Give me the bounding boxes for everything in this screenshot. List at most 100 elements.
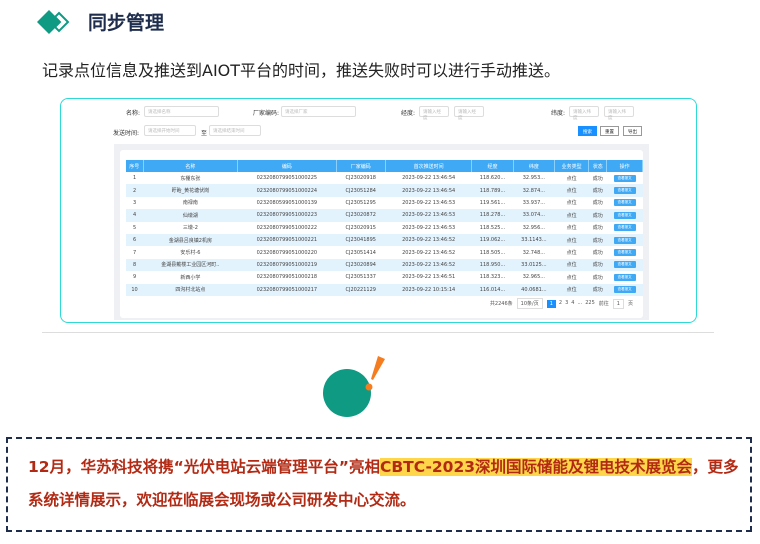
table-cell: CJ20221129 — [336, 283, 386, 296]
view-message-button[interactable]: 查看报文 — [613, 261, 636, 269]
table-cell: 33.937... — [522, 199, 546, 206]
table-cell: 118.323... — [479, 274, 506, 281]
page-button[interactable]: ... — [577, 299, 583, 306]
table-cell: 2023-09-22 13:46:53 — [402, 224, 456, 231]
note-text: 12月，华苏科技将携“光伏电站云端管理平台”亮相 — [28, 458, 380, 476]
table-cell: 查看报文 — [606, 209, 643, 222]
table-cell: 119.062... — [471, 233, 514, 247]
table-cell: CJ23051284 — [336, 184, 386, 197]
table-cell: 0232080799051000221 — [237, 233, 336, 247]
column-header: 编码 — [237, 160, 337, 172]
table-cell: 33.1143... — [513, 233, 555, 247]
table-cell: 金湖县吕良镇2机房 — [143, 233, 238, 247]
view-message-button[interactable]: 查看报文 — [613, 273, 636, 281]
lat-max-input[interactable]: 请输入纬度 — [604, 106, 634, 121]
column-header: 序号 — [126, 160, 144, 172]
search-button[interactable]: 搜索 — [578, 126, 597, 136]
table-cell: 成功 — [592, 175, 603, 182]
view-message-button[interactable]: 查看报文 — [613, 174, 636, 182]
table-cell: 点位 — [554, 184, 589, 197]
vendor-select[interactable]: 请选择厂家 — [281, 106, 356, 117]
export-button[interactable]: 导出 — [623, 126, 642, 136]
time-start-input[interactable]: 请选择开始时间 — [144, 125, 196, 136]
table-cell: 2023-09-22 13:46:51 — [402, 274, 456, 281]
table-cell: CJ23041895 — [336, 233, 386, 247]
table-row: 6 金湖县吕良镇2机房 0232080799051000221 CJ23041895 2… — [126, 233, 643, 247]
table-cell: 5 — [132, 224, 137, 231]
table-cell: 118.525... — [479, 224, 506, 231]
name-select[interactable]: 请选择名称 — [144, 106, 219, 117]
table-cell: 32.956... — [522, 224, 546, 231]
page-button[interactable]: 225 — [585, 299, 595, 306]
page-button[interactable]: 4 — [571, 299, 575, 306]
lat-min-input[interactable]: 请输入纬度 — [569, 106, 599, 121]
table-cell: 成功 — [592, 200, 603, 207]
page-button[interactable]: 1 — [546, 299, 556, 308]
lng-max-input[interactable]: 请输入经度 — [454, 106, 484, 121]
table-cell: CJ23020894 — [336, 258, 386, 272]
time-end-input[interactable]: 请选择结束时间 — [209, 125, 261, 136]
column-header: 首次推送时间 — [385, 160, 473, 172]
table-cell: 查看报文 — [607, 172, 643, 184]
table-cell: 3 — [132, 199, 137, 206]
view-message-button[interactable]: 查看报文 — [613, 249, 636, 257]
table-cell: 点位 — [554, 283, 589, 296]
table-cell: CJ23020872 — [336, 209, 386, 222]
table-cell: 成功 — [588, 233, 607, 247]
table-cell: 查看报文 — [606, 283, 643, 296]
table-cell: 三墩-2 — [182, 225, 198, 232]
table-cell: 32.965... — [522, 274, 546, 281]
page-button[interactable]: 2 — [558, 299, 563, 306]
table-cell: 119.561... — [479, 199, 506, 206]
table-cell: 33.074... — [513, 209, 555, 222]
screenshot-frame: 名称: 请选择名称 厂家编码: 请选择厂家 经度: 请输入经度 请输入经度 纬度… — [60, 98, 697, 323]
view-message-button[interactable]: 查看报文 — [613, 236, 636, 244]
table-row: 5 三墩-2 0232080799051000222 CJ23020915 2023-0… — [126, 222, 643, 234]
table-cell: 0232080799051000217 — [237, 283, 336, 296]
view-message-button[interactable]: 查看报文 — [613, 211, 636, 219]
page-button[interactable]: 3 — [565, 299, 569, 306]
table-row: 1 东棚东张 0232080799051000225 CJ23020918 2023-0… — [126, 172, 643, 184]
lng-min-input[interactable]: 请输入经度 — [419, 106, 449, 121]
table-cell: 盱眙_黄花塘伏岗 — [143, 184, 238, 197]
table-cell: 成功 — [592, 274, 603, 281]
page-size-select[interactable]: 10条/页 — [516, 298, 543, 309]
table-cell: 10 — [126, 283, 144, 296]
table-cell: 32.874... — [513, 184, 555, 197]
table-cell: 点位 — [554, 209, 589, 222]
diamond-logo-icon — [37, 9, 70, 34]
goto-label: 前往 — [598, 301, 609, 307]
table-cell: 118.620... — [479, 175, 506, 182]
table-cell: 2023-09-22 13:46:52 — [385, 233, 472, 247]
table-cell: 安乐村-6 — [180, 250, 201, 257]
table-cell: 118.505... — [479, 249, 506, 256]
table-cell: 金湖县戴楼工业园区河町.. — [143, 258, 238, 272]
reset-button[interactable]: 重置 — [600, 126, 619, 136]
to-label: 至 — [201, 130, 208, 137]
section-title: 同步管理 — [88, 12, 165, 34]
goto-input[interactable]: 1 — [612, 298, 624, 309]
column-header: 业务类型 — [554, 160, 590, 172]
view-message-button[interactable]: 查看报文 — [613, 286, 636, 294]
table-row: 7 安乐村-6 0232080799051000220 CJ23051414 2023-… — [126, 246, 643, 258]
table-cell: 2023-09-22 13:46:53 — [402, 199, 456, 206]
table-cell: 四沟村北站点 — [143, 283, 238, 296]
column-header: 厂家编码 — [336, 160, 386, 172]
table-cell: 6 — [126, 233, 144, 247]
view-message-button[interactable]: 查看报文 — [613, 187, 636, 195]
table-cell: 成功 — [588, 283, 607, 296]
table-cell: 点位 — [554, 233, 589, 247]
table-cell: 查看报文 — [606, 184, 643, 197]
table-cell: 116.014... — [471, 283, 514, 296]
table-cell: 32.953... — [522, 175, 546, 182]
table-cell: 0232080599051000139 — [256, 199, 318, 206]
table-cell: 东棚东张 — [180, 175, 201, 182]
table-cell: 查看报文 — [607, 222, 643, 234]
section-subtitle: 记录点位信息及推送到AIOT平台的时间，推送失败时可以进行手动推送。 — [42, 61, 561, 80]
lng-label: 经度: — [401, 110, 416, 117]
table-cell: 0232080799051000220 — [256, 249, 318, 256]
view-message-button[interactable]: 查看报文 — [613, 199, 636, 207]
view-message-button[interactable]: 查看报文 — [613, 224, 636, 232]
table-cell: 点位 — [566, 175, 577, 182]
table-cell: CJ23051414 — [345, 249, 376, 256]
